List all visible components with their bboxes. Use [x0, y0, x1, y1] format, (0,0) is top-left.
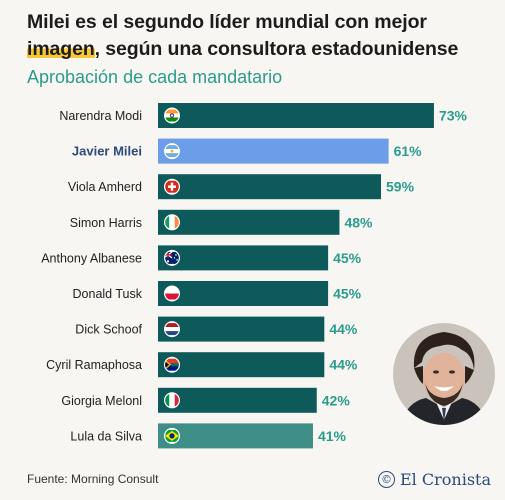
headline: Milei es el segundo líder mundial con me… — [27, 9, 497, 63]
category-label: Cyril Ramaphosa — [46, 358, 142, 372]
category-label: Lula da Silva — [70, 429, 142, 443]
india-flag-icon — [164, 107, 180, 124]
bar-8 — [158, 352, 325, 378]
bar-3 — [158, 174, 382, 200]
source-note: Fuente: Morning Consult — [27, 472, 159, 486]
category-label: Giorgia Melonl — [61, 394, 142, 408]
category-label: Anthony Albanese — [41, 251, 142, 265]
value-label: 45% — [333, 250, 362, 266]
value-label: 45% — [333, 286, 362, 302]
bar-9 — [158, 387, 317, 413]
argentina-flag-icon — [164, 143, 180, 160]
australia-flag-icon — [164, 249, 180, 266]
italy-flag-icon — [164, 392, 180, 409]
value-label: 44% — [329, 357, 358, 373]
value-label: 73% — [439, 108, 468, 124]
category-label: Donald Tusk — [73, 287, 143, 301]
bar-chart: Narendra Modi 73% Javier Milei 61% Viola Amh… — [41, 103, 468, 449]
poland-flag-icon — [164, 285, 180, 302]
switzerland-flag-icon — [164, 178, 180, 195]
value-label: 48% — [344, 214, 373, 230]
category-label: Dick Schoof — [75, 323, 142, 337]
category-label: Simon Harris — [70, 216, 142, 230]
value-label: 61% — [394, 143, 423, 159]
bar-1 — [158, 103, 434, 128]
bar-6 — [158, 281, 329, 306]
headline-highlight: imagen — [27, 38, 95, 60]
category-label: Javier Milei — [72, 144, 142, 159]
leader-portrait — [393, 323, 495, 425]
ireland-flag-icon — [164, 214, 180, 231]
value-label: 44% — [329, 321, 358, 337]
bar-5 — [158, 245, 329, 271]
south-africa-flag-icon — [164, 356, 180, 373]
headline-part-1: Milei es el segundo líder mundial con me… — [27, 11, 427, 33]
category-label: Viola Amherd — [68, 180, 142, 194]
chart-subtitle: Aprobación de cada mandatario — [27, 67, 283, 87]
value-label: 41% — [318, 428, 347, 444]
category-label: Narendra Modi — [59, 109, 142, 123]
netherlands-flag-icon — [164, 321, 180, 338]
value-label: 59% — [386, 179, 415, 195]
bar-2 — [158, 138, 389, 164]
brand-name: El Cronista — [399, 470, 491, 489]
value-label: 42% — [322, 392, 351, 408]
copyright-icon: © — [377, 471, 395, 488]
brand-logo: © El Cronista — [377, 470, 491, 489]
bar-10 — [158, 423, 313, 449]
bar-7 — [158, 316, 325, 342]
headline-part-3: , según una consultora estadounidense — [94, 38, 459, 60]
bar-4 — [158, 209, 340, 235]
brazil-flag-icon — [164, 427, 180, 444]
